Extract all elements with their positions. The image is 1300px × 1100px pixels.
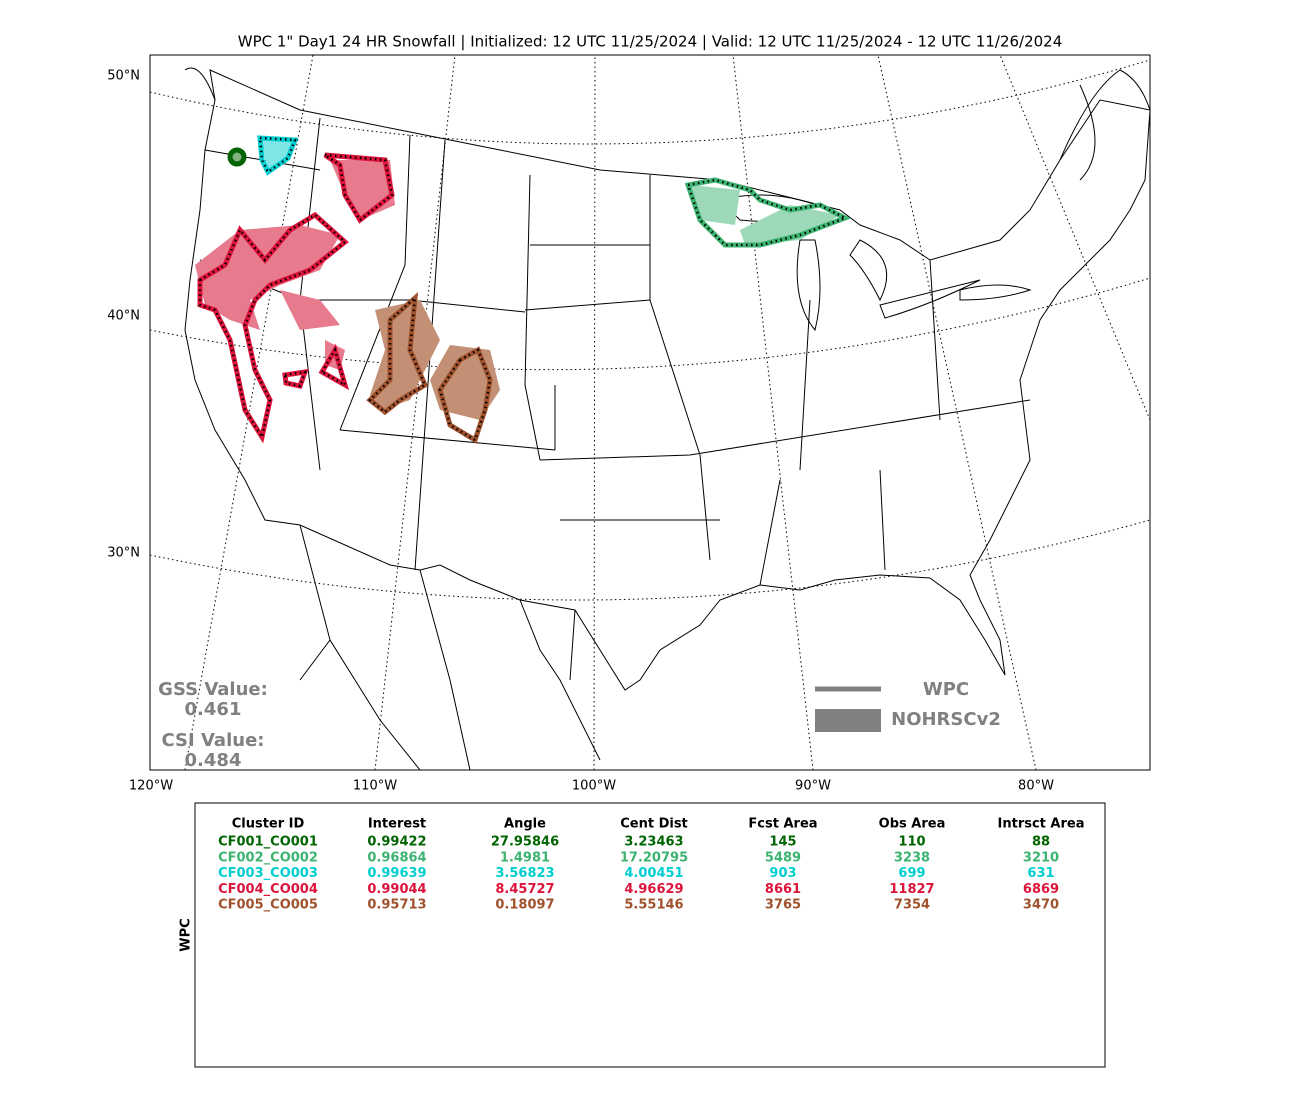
- cluster-3: [257, 135, 299, 176]
- map-frame: [149, 54, 1151, 771]
- legend-swatch: [815, 709, 881, 732]
- cluster-5: [366, 291, 500, 444]
- great-lakes: [719, 194, 1032, 332]
- table-cell: 3765: [765, 898, 801, 913]
- table-cell: 6869: [1023, 882, 1059, 897]
- table-header: Interest: [368, 817, 426, 832]
- cluster-4: [195, 152, 395, 444]
- legend-label: NOHRSCv2: [891, 709, 1001, 730]
- lat-label: 40°N: [107, 309, 140, 324]
- table-cell: 0.96864: [367, 850, 426, 865]
- table-header: Obs Area: [879, 817, 946, 832]
- mexico-lines: [299, 524, 601, 770]
- table-cell: 903: [769, 866, 796, 881]
- csi-value: 0.484: [185, 750, 242, 771]
- country-outline: [184, 69, 1150, 691]
- fcst-outline: [197, 152, 395, 444]
- table-cell: 4.96629: [624, 882, 683, 897]
- table-cell: 3470: [1023, 898, 1059, 913]
- lat-label: 50°N: [107, 69, 140, 84]
- table-cell: CF004_CO004: [218, 882, 318, 897]
- table-cell: 3.23463: [624, 835, 683, 850]
- table-header: Angle: [504, 817, 546, 832]
- fcst-outline-dots: [258, 136, 297, 174]
- table-cell: 110: [898, 835, 925, 850]
- fcst-outline: [684, 177, 852, 248]
- cluster-1: [227, 147, 247, 167]
- table-cell: 1.4981: [500, 850, 550, 865]
- legend-label: WPC: [923, 679, 969, 700]
- meridian: [184, 55, 1150, 770]
- map: [150, 55, 1150, 770]
- table-cell: CF001_CO001: [218, 835, 318, 850]
- table-frame: [194, 802, 1106, 1068]
- table-cell: 0.99639: [367, 866, 426, 881]
- gss-label: GSS Value:: [158, 679, 268, 700]
- lon-label: 100°W: [572, 779, 616, 794]
- table-header: Cent Dist: [620, 817, 688, 832]
- table-cell: 8661: [765, 882, 801, 897]
- lon-label: 110°W: [353, 779, 397, 794]
- table-cell: 8.45727: [495, 882, 554, 897]
- table-cell: 27.95846: [491, 835, 559, 850]
- obs-area: [690, 185, 840, 245]
- table-cell: 631: [1027, 866, 1054, 881]
- table-header: Fcst Area: [748, 817, 817, 832]
- canada-coast: [184, 67, 1150, 181]
- table-cell: 0.99044: [367, 882, 426, 897]
- lon-label: 120°W: [129, 779, 173, 794]
- table-cell: 5489: [765, 850, 801, 865]
- lat-label: 30°N: [107, 546, 140, 561]
- table-header: Cluster ID: [232, 817, 305, 832]
- table-side-label: WPC: [179, 918, 194, 951]
- obs-area: [195, 160, 395, 370]
- table-cell: 699: [898, 866, 925, 881]
- csi-label: CSI Value:: [162, 730, 265, 751]
- table-cell: 3.56823: [495, 866, 554, 881]
- state-lines: [199, 117, 1031, 586]
- fcst-outline: [227, 147, 247, 167]
- gss-value: 0.461: [185, 699, 242, 720]
- lon-label: 90°W: [795, 779, 831, 794]
- table-cell: 88: [1032, 835, 1050, 850]
- table-cell: 3210: [1023, 850, 1059, 865]
- table-cell: 5.55146: [624, 898, 683, 913]
- table-cell: 145: [769, 835, 796, 850]
- table-cell: 7354: [894, 898, 930, 913]
- table-cell: CF003_CO003: [218, 866, 318, 881]
- cluster-2: [684, 177, 852, 248]
- table-cell: 0.99422: [367, 835, 426, 850]
- table-header: Intrsct Area: [998, 817, 1085, 832]
- lon-label: 80°W: [1018, 779, 1054, 794]
- table-cell: CF005_CO005: [218, 898, 318, 913]
- table-cell: 17.20795: [620, 850, 688, 865]
- table-cell: 11827: [889, 882, 934, 897]
- fcst-outline-dots: [368, 294, 492, 442]
- table-cell: 0.95713: [367, 898, 426, 913]
- table-cell: 3238: [894, 850, 930, 865]
- obs-area: [260, 140, 295, 170]
- parallel: [150, 59, 1150, 601]
- table-cell: 0.18097: [495, 898, 554, 913]
- table-cell: 4.00451: [624, 866, 683, 881]
- obs-area: [370, 300, 500, 420]
- table-cell: CF002_CO002: [218, 850, 318, 865]
- title: WPC 1" Day1 24 HR Snowfall | Initialized…: [238, 33, 1063, 51]
